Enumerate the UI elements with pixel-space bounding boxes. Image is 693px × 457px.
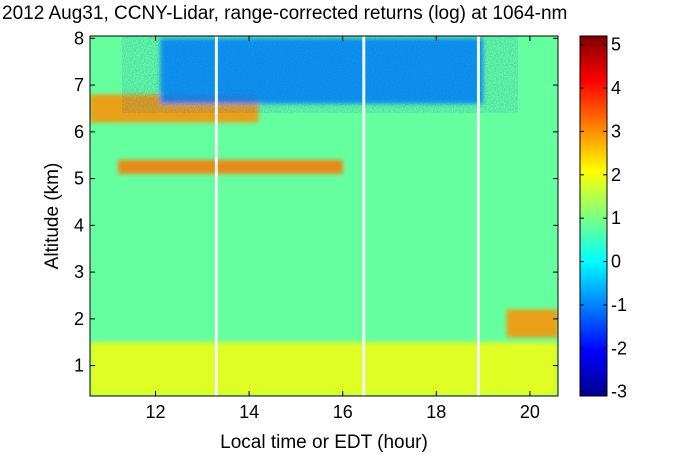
colorbar-tick-label: 3 [611, 121, 621, 141]
colorbar-tick-label: 0 [611, 252, 621, 272]
heatmap-layer-1 [118, 160, 343, 174]
x-tick-label: 14 [239, 402, 259, 422]
y-tick-label: 1 [74, 356, 84, 376]
y-tick-label: 2 [74, 309, 84, 329]
colorbar [580, 36, 607, 396]
x-axis-label: Local time or EDT (hour) [220, 432, 428, 453]
x-tick-label: 16 [333, 402, 353, 422]
data-gap-1 [362, 36, 365, 396]
colorbar-tick-label: 4 [611, 78, 621, 98]
x-tick-label: 12 [146, 402, 166, 422]
heatmap-layer-2 [507, 310, 558, 338]
chart-title: 2012 Aug31, CCNY-Lidar, range-corrected … [2, 3, 567, 24]
data-gap-0 [215, 36, 218, 396]
y-tick-label: 3 [74, 262, 84, 282]
noise-texture [155, 36, 485, 106]
colorbar-tick-label: -1 [611, 295, 627, 315]
heatmap-layer-4 [90, 342, 558, 396]
x-tick-label: 20 [520, 402, 540, 422]
colorbar-tick-label: -2 [611, 338, 627, 358]
colorbar-tick-label: 5 [611, 35, 621, 55]
y-tick-label: 4 [74, 215, 84, 235]
y-tick-label: 7 [74, 75, 84, 95]
heatmap-area [90, 36, 558, 396]
y-tick-label: 8 [74, 28, 84, 48]
y-axis-label: Altitude (km) [42, 163, 63, 270]
colorbar-tick-label: 2 [611, 165, 621, 185]
data-gap-2 [477, 36, 480, 396]
colorbar-tick-label: 1 [611, 208, 621, 228]
y-tick-label: 5 [74, 169, 84, 189]
colorbar-tick-label: -3 [611, 382, 627, 402]
x-tick-label: 18 [426, 402, 446, 422]
y-tick-label: 6 [74, 122, 84, 142]
